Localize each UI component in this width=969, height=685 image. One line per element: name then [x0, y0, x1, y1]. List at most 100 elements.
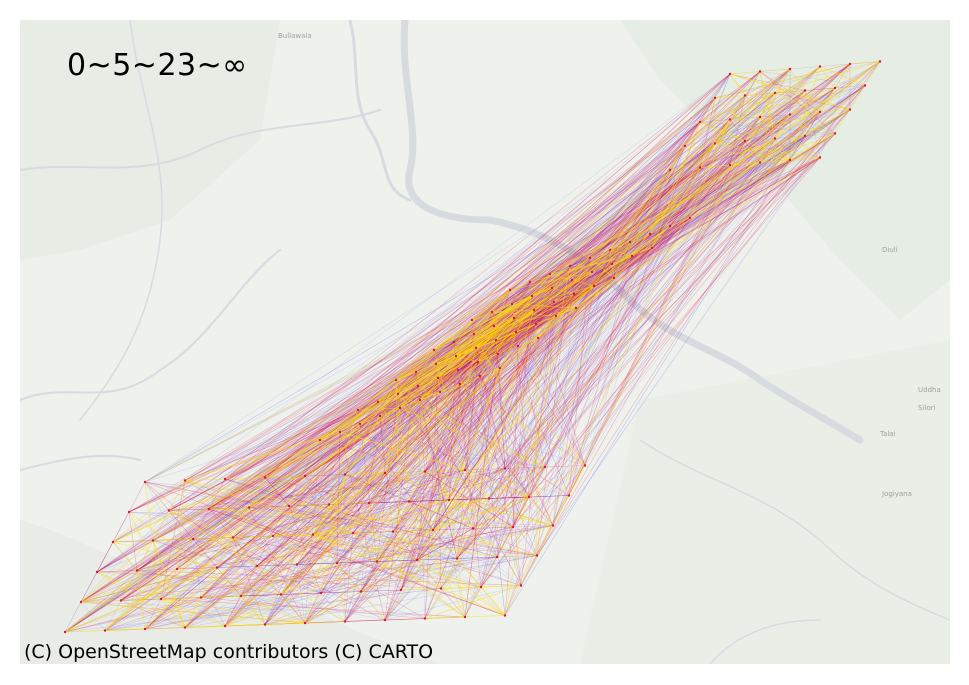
- flow-line: [432, 157, 821, 531]
- flow-line: [328, 162, 761, 505]
- flow-line: [304, 135, 806, 477]
- flow-line: [152, 225, 671, 541]
- flow-line: [744, 90, 806, 142]
- flow-line: [517, 337, 539, 347]
- flow-line: [128, 409, 359, 513]
- flow-line: [488, 217, 691, 499]
- node-point: [303, 621, 307, 625]
- flow-line: [328, 409, 359, 505]
- flow-line: [651, 114, 791, 249]
- flow-line: [464, 317, 515, 471]
- flow-line: [224, 594, 282, 627]
- flow-line: [528, 496, 554, 526]
- flow-line: [408, 135, 806, 502]
- flow-line: [609, 145, 686, 251]
- flow-line: [464, 469, 570, 496]
- node-point: [456, 368, 460, 372]
- node-point: [743, 94, 747, 97]
- flow-line: [176, 537, 234, 570]
- flow-line: [536, 61, 881, 556]
- flow-line: [136, 323, 537, 571]
- flow-line: [304, 285, 595, 477]
- flow-line: [488, 167, 701, 499]
- node-point: [728, 72, 732, 76]
- node-point: [391, 530, 395, 533]
- node-point: [612, 276, 616, 280]
- flow-line: [488, 337, 539, 499]
- flow-line: [224, 281, 531, 480]
- node-point: [648, 232, 652, 236]
- flow-line: [455, 355, 522, 586]
- node-point: [833, 132, 837, 135]
- flow-line: [144, 116, 761, 483]
- flow-line: [395, 379, 402, 591]
- flow-line: [400, 281, 531, 591]
- flow-line: [509, 167, 701, 291]
- flow-line: [112, 541, 218, 568]
- flow-line: [415, 121, 701, 373]
- flow-line: [729, 73, 746, 96]
- flow-line: [531, 295, 586, 466]
- map-svg: Bullawala Diuli Uddha Silori Talai Jogiyana: [20, 20, 950, 664]
- flow-line: [360, 263, 613, 592]
- flow-line: [488, 95, 746, 499]
- flow-line: [384, 135, 806, 621]
- flow-line: [319, 169, 671, 441]
- node-point: [463, 615, 467, 619]
- flow-line: [456, 233, 651, 559]
- flow-line: [264, 331, 517, 478]
- flow-line: [440, 138, 776, 589]
- flow-line: [549, 255, 633, 275]
- flow-line: [264, 95, 746, 478]
- node-point: [818, 156, 822, 159]
- node-point: [495, 555, 499, 559]
- node-point: [743, 139, 747, 143]
- flow-line: [496, 555, 538, 558]
- flow-line: [456, 167, 701, 559]
- flow-line: [488, 496, 530, 499]
- flow-line: [128, 511, 242, 597]
- flow-line: [415, 371, 426, 619]
- flow-line: [440, 169, 671, 589]
- node-point: [358, 422, 362, 426]
- flow-line: [395, 116, 761, 381]
- flow-line: [512, 133, 836, 528]
- node-point: [552, 300, 556, 304]
- node-point: [848, 62, 852, 66]
- flow-line: [344, 114, 791, 475]
- flow-line: [96, 169, 671, 573]
- node-point: [474, 346, 478, 350]
- flow-line: [376, 561, 466, 618]
- flow-line: [491, 311, 586, 466]
- flow-line: [264, 121, 701, 478]
- flow-line: [529, 97, 716, 283]
- node-point: [335, 561, 339, 565]
- flow-line: [435, 265, 571, 365]
- flow-line: [377, 169, 671, 403]
- flow-line: [493, 285, 595, 327]
- flow-line: [168, 439, 321, 511]
- flow-line: [464, 469, 530, 498]
- node-point: [356, 408, 360, 412]
- node-point: [396, 392, 400, 396]
- flow-line: [319, 439, 434, 531]
- node-point: [608, 248, 612, 252]
- flow-line: [216, 556, 498, 568]
- flow-line: [96, 415, 381, 573]
- flow-line: [417, 385, 538, 556]
- flow-line: [344, 619, 386, 622]
- map-canvas[interactable]: Bullawala Diuli Uddha Silori Talai Jogiyana: [20, 20, 950, 664]
- flow-line: [176, 567, 218, 570]
- flow-line: [515, 293, 575, 333]
- flow-line: [64, 97, 716, 633]
- flow-line: [684, 68, 791, 147]
- flow-line: [699, 121, 746, 142]
- flow-line: [397, 97, 716, 395]
- flow-line: [432, 121, 701, 531]
- flow-line: [471, 319, 506, 616]
- flow-line: [416, 111, 821, 561]
- flow-line: [496, 87, 836, 558]
- node-point: [415, 558, 419, 562]
- flow-line: [344, 140, 746, 622]
- flow-line: [488, 323, 537, 499]
